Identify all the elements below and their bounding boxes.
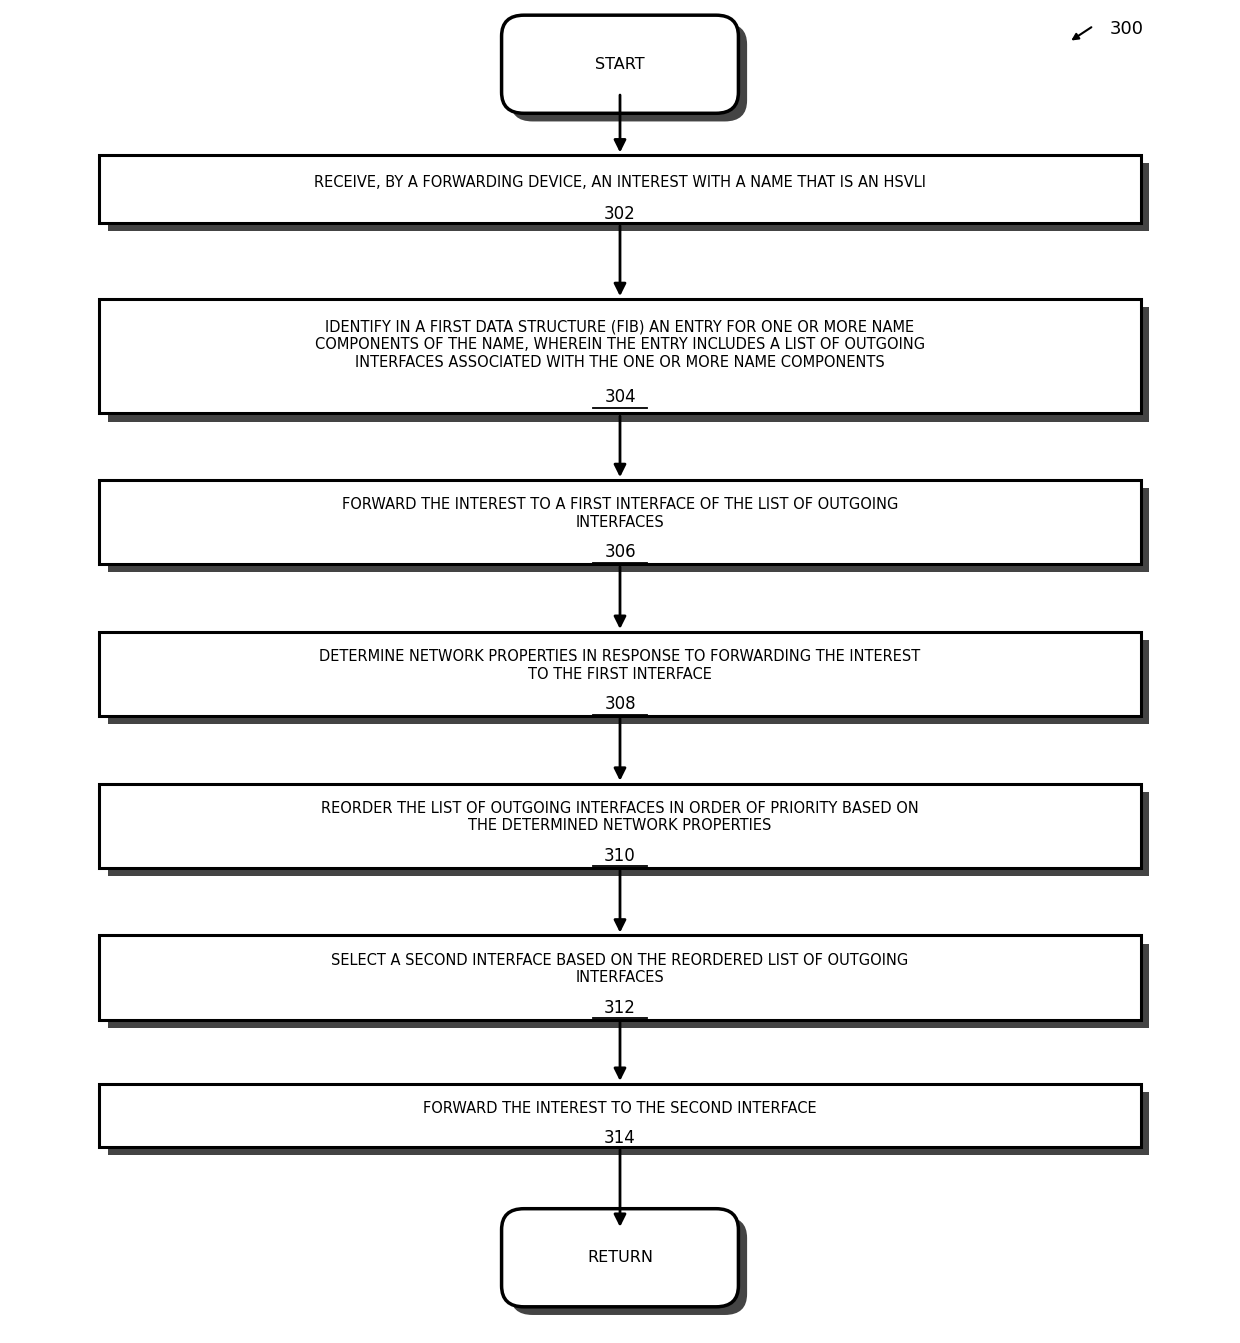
Text: SELECT A SECOND INTERFACE BASED ON THE REORDERED LIST OF OUTGOING
INTERFACES: SELECT A SECOND INTERFACE BASED ON THE R… (331, 954, 909, 986)
FancyBboxPatch shape (99, 479, 1141, 564)
FancyBboxPatch shape (108, 308, 1149, 422)
Text: 302: 302 (604, 204, 636, 223)
Text: REORDER THE LIST OF OUTGOING INTERFACES IN ORDER OF PRIORITY BASED ON
THE DETERM: REORDER THE LIST OF OUTGOING INTERFACES … (321, 800, 919, 834)
FancyBboxPatch shape (99, 936, 1141, 1019)
FancyBboxPatch shape (108, 944, 1149, 1027)
Text: 304: 304 (604, 388, 636, 407)
FancyBboxPatch shape (108, 641, 1149, 724)
Text: 308: 308 (604, 696, 636, 713)
FancyBboxPatch shape (108, 792, 1149, 876)
Text: DETERMINE NETWORK PROPERTIES IN RESPONSE TO FORWARDING THE INTEREST
TO THE FIRST: DETERMINE NETWORK PROPERTIES IN RESPONSE… (320, 649, 920, 682)
FancyBboxPatch shape (99, 783, 1141, 868)
FancyBboxPatch shape (108, 164, 1149, 231)
FancyBboxPatch shape (99, 299, 1141, 414)
FancyBboxPatch shape (99, 156, 1141, 223)
Text: RECEIVE, BY A FORWARDING DEVICE, AN INTEREST WITH A NAME THAT IS AN HSVLI: RECEIVE, BY A FORWARDING DEVICE, AN INTE… (314, 175, 926, 189)
Text: 306: 306 (604, 544, 636, 561)
FancyBboxPatch shape (501, 15, 738, 113)
FancyBboxPatch shape (108, 488, 1149, 572)
FancyBboxPatch shape (99, 1084, 1141, 1147)
Text: FORWARD THE INTEREST TO THE SECOND INTERFACE: FORWARD THE INTEREST TO THE SECOND INTER… (423, 1101, 817, 1116)
Text: IDENTIFY IN A FIRST DATA STRUCTURE (FIB) AN ENTRY FOR ONE OR MORE NAME
COMPONENT: IDENTIFY IN A FIRST DATA STRUCTURE (FIB)… (315, 320, 925, 369)
Text: RETURN: RETURN (587, 1250, 653, 1265)
Text: 300: 300 (1110, 20, 1143, 38)
FancyBboxPatch shape (511, 1217, 746, 1315)
FancyBboxPatch shape (99, 631, 1141, 716)
Text: 314: 314 (604, 1129, 636, 1147)
Text: 310: 310 (604, 847, 636, 865)
Text: START: START (595, 56, 645, 71)
Text: FORWARD THE INTEREST TO A FIRST INTERFACE OF THE LIST OF OUTGOING
INTERFACES: FORWARD THE INTEREST TO A FIRST INTERFAC… (342, 497, 898, 529)
FancyBboxPatch shape (108, 1092, 1149, 1155)
FancyBboxPatch shape (501, 1209, 738, 1307)
FancyBboxPatch shape (511, 23, 746, 121)
Text: 312: 312 (604, 999, 636, 1017)
